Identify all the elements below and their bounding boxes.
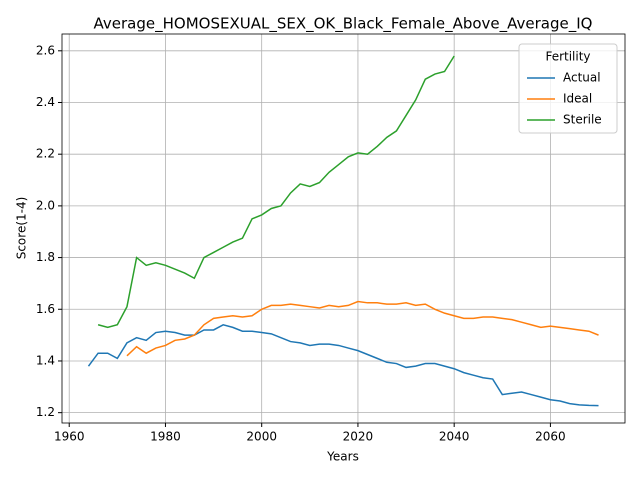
y-tick-label: 1.8 (36, 250, 55, 264)
y-tick-label: 2.6 (36, 43, 55, 57)
y-tick-label: 1.6 (36, 302, 55, 316)
x-tick-label: 1960 (54, 430, 85, 444)
legend-box (518, 43, 618, 134)
legend-label: Actual (563, 71, 601, 85)
x-axis-label: Years (326, 450, 359, 464)
legend: Fertility Actual Ideal Sterile (518, 43, 618, 134)
x-tick-label: 2040 (439, 430, 470, 444)
series-line (97, 55, 455, 329)
y-tick-label: 1.2 (36, 405, 55, 419)
legend-label: Sterile (563, 113, 602, 127)
x-tick-label: 2020 (343, 430, 374, 444)
x-tick-label: 2000 (246, 430, 277, 444)
series-line (87, 323, 599, 407)
x-tick-label: 2060 (535, 430, 566, 444)
plot-frame (61, 33, 626, 424)
plot-lines (87, 55, 599, 407)
y-tick-label: 2.4 (36, 95, 55, 109)
series-line (126, 300, 599, 357)
x-tick-label: 1980 (150, 430, 181, 444)
legend-label: Ideal (563, 92, 592, 106)
y-tick-label: 1.4 (36, 353, 55, 367)
chart-title: Average_HOMOSEXUAL_SEX_OK_Black_Female_A… (94, 15, 593, 34)
y-axis-label: Score(1-4) (15, 197, 29, 260)
y-tick-label: 2.0 (36, 198, 55, 212)
legend-title: Fertility (545, 50, 590, 64)
y-tick-label: 2.2 (36, 147, 55, 161)
